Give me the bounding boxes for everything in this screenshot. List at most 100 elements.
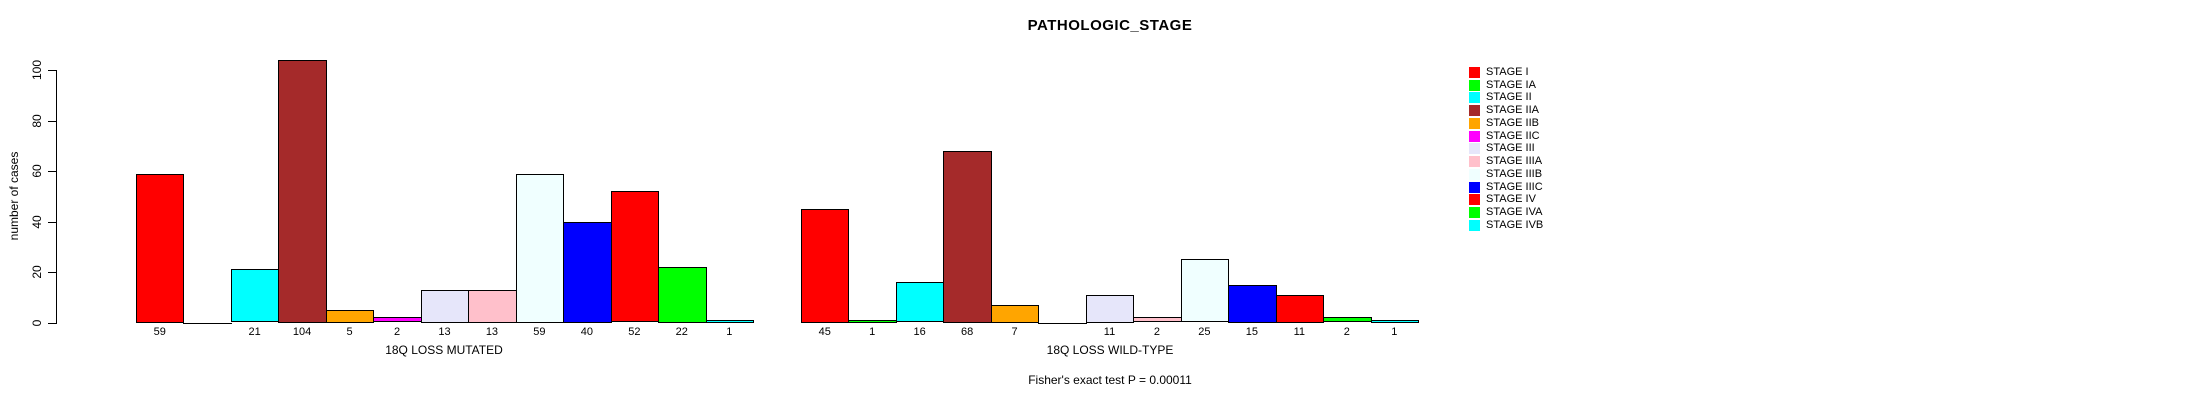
y-axis-tick-label: 20 — [30, 265, 44, 279]
fisher-exact-test-annotation: Fisher's exact test P = 0.00011 — [1028, 373, 1192, 387]
bar-value-label-stage-iiib-18q-loss-wild-type: 25 — [1198, 326, 1211, 338]
legend-swatch-stage-iv — [1469, 194, 1480, 206]
legend-row-stage-ivb: STAGE IVB — [1469, 219, 1543, 232]
bar-stage-iva-18q-loss-wild-type — [1323, 317, 1372, 323]
legend-row-stage-i: STAGE I — [1469, 66, 1543, 79]
y-axis-tick — [48, 272, 56, 273]
y-axis-tick — [48, 171, 56, 172]
bar-stage-iiia-18q-loss-mutated — [468, 289, 517, 323]
bar-stage-iii-18q-loss-mutated — [421, 289, 469, 323]
legend-swatch-stage-iib — [1469, 117, 1480, 129]
legend-row-stage-iv: STAGE IV — [1469, 194, 1543, 207]
bar-value-label-stage-iia-18q-loss-mutated: 104 — [292, 326, 312, 338]
x-axis-group-label-mutated: 18Q LOSS MUTATED — [385, 343, 503, 357]
legend-row-stage-iia: STAGE IIA — [1469, 104, 1543, 117]
legend-label: STAGE I — [1486, 65, 1529, 78]
bar-stage-iiic-18q-loss-wild-type — [1228, 284, 1277, 323]
legend-row-stage-iiia: STAGE IIIA — [1469, 155, 1543, 168]
y-axis-tick — [48, 120, 56, 122]
bar-value-label-stage-ii-18q-loss-wild-type: 16 — [913, 326, 926, 338]
legend-label: STAGE IV — [1486, 193, 1536, 206]
bar-value-label-stage-iiic-18q-loss-mutated: 40 — [580, 326, 593, 338]
bar-value-label-stage-iiic-18q-loss-wild-type: 15 — [1245, 326, 1258, 338]
chart-title: PATHOLOGIC_STAGE — [1027, 17, 1193, 34]
bar-value-label-stage-iii-18q-loss-mutated: 13 — [438, 326, 451, 338]
legend-swatch-stage-iia — [1469, 105, 1480, 117]
bar-value-label-stage-iv-18q-loss-wild-type: 11 — [1293, 326, 1306, 338]
y-axis-tick — [48, 70, 56, 71]
legend-swatch-stage-ia — [1469, 79, 1480, 91]
y-axis-label: number of cases — [7, 151, 21, 241]
bar-value-label-stage-iic-18q-loss-mutated: 2 — [393, 326, 401, 338]
legend-swatch-stage-iva — [1469, 207, 1480, 219]
bar-value-label-stage-ivb-18q-loss-mutated: 1 — [726, 326, 733, 338]
legend-swatch-stage-iic — [1469, 130, 1480, 142]
legend-label: STAGE IIIC — [1486, 180, 1543, 193]
y-axis-tick-label: 40 — [30, 214, 44, 229]
x-axis-group-label-wild-type: 18Q LOSS WILD-TYPE — [1046, 343, 1174, 357]
legend-label: STAGE IIIB — [1486, 167, 1543, 180]
legend-row-stage-iiic: STAGE IIIC — [1469, 181, 1543, 194]
bar-stage-iv-18q-loss-mutated — [611, 191, 659, 323]
legend-label: STAGE IIC — [1486, 129, 1540, 142]
zero-bar-stage-iic-18q-loss-wild-type — [1038, 322, 1087, 324]
bar-value-label-stage-i-18q-loss-wild-type: 45 — [818, 326, 831, 338]
bar-stage-iiib-18q-loss-mutated — [516, 173, 564, 323]
bar-stage-ii-18q-loss-wild-type — [896, 282, 944, 323]
bar-value-label-stage-iib-18q-loss-wild-type: 7 — [1011, 326, 1018, 338]
bar-stage-ia-18q-loss-wild-type — [848, 319, 897, 323]
bar-stage-i-18q-loss-mutated — [136, 173, 184, 323]
legend-label: STAGE IVA — [1486, 206, 1543, 219]
legend-row-stage-iib: STAGE IIB — [1469, 117, 1543, 130]
bar-value-label-stage-iii-18q-loss-wild-type: 11 — [1103, 326, 1116, 338]
bar-value-label-stage-ia-18q-loss-wild-type: 1 — [869, 326, 876, 338]
bar-stage-ivb-18q-loss-wild-type — [1371, 319, 1419, 323]
bar-stage-ivb-18q-loss-mutated — [706, 319, 754, 323]
bar-value-label-stage-ivb-18q-loss-wild-type: 1 — [1391, 326, 1398, 338]
bar-stage-iic-18q-loss-mutated — [373, 317, 422, 323]
legend-swatch-stage-iiic — [1469, 181, 1480, 193]
bar-stage-iva-18q-loss-mutated — [658, 266, 707, 323]
bar-value-label-stage-iva-18q-loss-wild-type: 2 — [1343, 326, 1350, 338]
bar-stage-i-18q-loss-wild-type — [801, 208, 849, 323]
bar-value-label-stage-iib-18q-loss-mutated: 5 — [346, 326, 353, 338]
legend-label: STAGE IA — [1486, 78, 1536, 91]
legend-row-stage-iii: STAGE III — [1469, 143, 1543, 156]
legend-swatch-stage-ii — [1469, 92, 1480, 104]
y-axis-tick-label: 60 — [30, 164, 44, 178]
bar-value-label-stage-iia-18q-loss-wild-type: 68 — [960, 326, 974, 338]
bar-stage-iiia-18q-loss-wild-type — [1133, 317, 1182, 323]
legend-swatch-stage-iiib — [1469, 168, 1480, 180]
legend-label: STAGE IIB — [1486, 116, 1539, 129]
bar-value-label-stage-iiib-18q-loss-mutated: 59 — [533, 326, 546, 338]
y-axis-tick-label: 0 — [30, 319, 44, 326]
legend-swatch-stage-iiia — [1469, 156, 1480, 168]
y-axis — [56, 70, 57, 324]
bar-value-label-stage-iva-18q-loss-mutated: 22 — [675, 326, 688, 338]
legend-row-stage-iic: STAGE IIC — [1469, 130, 1543, 143]
bar-value-label-stage-iiia-18q-loss-wild-type: 2 — [1153, 326, 1160, 338]
legend-row-stage-ii: STAGE II — [1469, 92, 1543, 105]
bar-stage-iib-18q-loss-mutated — [326, 309, 374, 323]
y-axis-tick — [48, 221, 56, 223]
legend-row-stage-ia: STAGE IA — [1469, 79, 1543, 92]
legend-label: STAGE IVB — [1486, 218, 1544, 231]
bar-stage-iib-18q-loss-wild-type — [991, 304, 1039, 323]
legend-label: STAGE II — [1486, 91, 1532, 104]
bar-stage-ii-18q-loss-mutated — [231, 269, 279, 323]
legend: STAGE I STAGE IA STAGE II STAGE IIA STAGE II… — [1469, 66, 1543, 232]
legend-row-stage-iva: STAGE IVA — [1469, 206, 1543, 219]
y-axis-tick-label: 100 — [30, 59, 44, 81]
legend-label: STAGE IIIA — [1486, 155, 1543, 168]
zero-bar-stage-ia-18q-loss-mutated — [183, 322, 232, 324]
bar-stage-iiib-18q-loss-wild-type — [1181, 259, 1229, 323]
bar-stage-iiic-18q-loss-mutated — [563, 221, 612, 323]
legend-swatch-stage-iii — [1469, 143, 1480, 155]
bar-value-label-stage-i-18q-loss-mutated: 59 — [153, 326, 166, 338]
legend-label: STAGE III — [1486, 142, 1535, 155]
legend-label: STAGE IIA — [1486, 104, 1539, 117]
legend-row-stage-iiib: STAGE IIIB — [1469, 168, 1543, 181]
legend-swatch-stage-ivb — [1469, 219, 1480, 231]
bar-stage-iia-18q-loss-mutated — [278, 59, 327, 323]
